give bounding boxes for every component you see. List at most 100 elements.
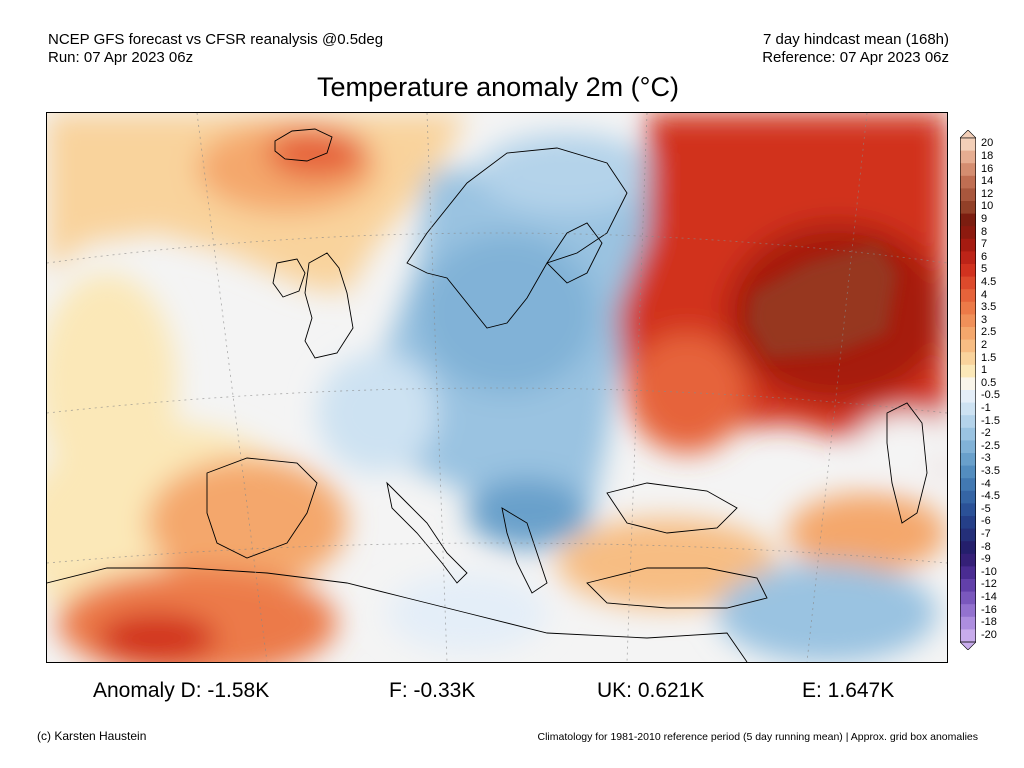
colorbar-swatch	[960, 465, 976, 479]
colorbar-label: -3	[981, 452, 991, 465]
anomaly-france: F: -0.33K	[389, 679, 476, 702]
colorbar-swatch	[960, 516, 976, 529]
footnote: Climatology for 1981-2010 reference peri…	[537, 731, 978, 743]
graticule-line	[426, 113, 448, 662]
colorbar-label: 12	[981, 187, 994, 200]
anomaly-map	[46, 112, 948, 663]
model-description: NCEP GFS forecast vs CFSR reanalysis @0.…	[48, 31, 384, 48]
anomaly-uk: UK: 0.621K	[597, 679, 705, 702]
colorbar-label: 4.5	[981, 275, 997, 288]
colorbar-label: -20	[981, 628, 997, 641]
colorbar-label: -5	[981, 502, 991, 515]
colorbar-swatch	[960, 616, 976, 630]
credit: (c) Karsten Haustein	[37, 729, 147, 743]
colorbar-swatch	[960, 201, 976, 214]
britain-coast	[304, 252, 354, 359]
graticule-line	[626, 113, 648, 662]
colorbar-label: 4	[981, 288, 988, 301]
colorbar-label: 20	[981, 137, 994, 150]
graticule-line	[196, 113, 268, 662]
colorbar-swatch	[960, 566, 976, 580]
regional-anomaly-stats: Anomaly D: -1.58K F: -0.33K UK: 0.621K E…	[0, 678, 1024, 708]
caspian-coast	[886, 402, 928, 524]
colorbar-swatch	[960, 415, 976, 429]
colorbar-swatch	[960, 440, 976, 454]
colorbar-label: -4	[981, 477, 991, 490]
colorbar-label: 1.5	[981, 351, 997, 364]
colorbar-label: 10	[981, 200, 994, 213]
colorbar-label: -16	[981, 603, 997, 616]
colorbar-swatch	[960, 289, 976, 303]
colorbar-label: 16	[981, 162, 994, 175]
finland-coast	[546, 222, 603, 284]
italy-coast	[386, 481, 468, 584]
scandinavia-cold-anomaly	[417, 233, 597, 393]
map-canvas	[47, 113, 947, 662]
colorbar-swatch	[960, 327, 976, 340]
header-right: 7 day hindcast mean (168h) Reference: 07…	[762, 31, 949, 67]
caucasus-warm-anomaly	[787, 493, 947, 573]
colorbar-swatch	[960, 629, 976, 643]
colorbar	[960, 130, 976, 650]
colorbar-label: 3	[981, 313, 988, 326]
iceland-core-anomaly	[267, 128, 367, 178]
colorbar-swatch	[960, 301, 976, 315]
scandinavia-coast	[406, 147, 628, 329]
colorbar-swatch	[960, 453, 976, 466]
colorbar-label: 8	[981, 225, 988, 238]
map-title: Temperature anomaly 2m (°C)	[317, 72, 679, 102]
colorbar-label: 18	[981, 149, 994, 162]
colorbar-label: -3.5	[981, 464, 1000, 477]
colorbar-swatch	[960, 264, 976, 277]
colorbar-label: -2	[981, 427, 991, 440]
colorbar-min-arrow	[960, 641, 976, 650]
colorbar-max-arrow	[960, 130, 976, 139]
colorbar-label: -8	[981, 540, 991, 553]
colorbar-label: -0.5	[981, 389, 1000, 402]
colorbar-label: -6	[981, 515, 991, 528]
colorbar-label: -18	[981, 616, 997, 629]
iberia-warm-anomaly	[147, 458, 347, 588]
graticule-line	[47, 542, 947, 564]
colorbar-label: 0.5	[981, 376, 997, 389]
hindcast-description: 7 day hindcast mean (168h)	[763, 31, 949, 48]
colorbar-label: -10	[981, 565, 997, 578]
colorbar-swatch	[960, 377, 976, 391]
barents-cold-anomaly	[477, 133, 657, 213]
colorbar-swatch	[960, 553, 976, 567]
iberia-coast	[206, 457, 318, 559]
colorbar-swatch	[960, 339, 976, 353]
colorbar-label: 9	[981, 212, 988, 225]
colorbar-label: -7	[981, 527, 991, 540]
sahara-warm-anomaly	[97, 613, 217, 662]
colorbar-label: 14	[981, 175, 994, 188]
colorbar-swatch	[960, 591, 976, 605]
run-time: Run: 07 Apr 2023 06z	[48, 49, 194, 66]
colorbar-swatch	[960, 541, 976, 555]
colorbar-swatch	[960, 390, 976, 403]
colorbar-swatch	[960, 226, 976, 240]
balkans-cold-anomaly	[467, 478, 587, 548]
graticule-line	[47, 387, 947, 414]
colorbar-swatch	[960, 276, 976, 290]
graticule-line	[806, 113, 868, 662]
colorbar-swatch	[960, 238, 976, 252]
colorbar-swatch	[960, 314, 976, 328]
westeurope-cool-anomaly	[317, 353, 437, 473]
blacksea-coast	[606, 482, 738, 534]
russia-extreme-anomaly	[747, 243, 897, 358]
middleeast-cold-anomaly	[717, 563, 937, 662]
anomaly-spain: E: 1.647K	[802, 679, 895, 702]
colorbar-swatch	[960, 251, 976, 265]
colorbar-label: -1.5	[981, 414, 1000, 427]
anomaly-germany: Anomaly D: -1.58K	[93, 679, 270, 702]
colorbar-label: 5	[981, 263, 988, 276]
colorbar-swatch	[960, 579, 976, 592]
colorbar-label: -1	[981, 401, 991, 414]
header-left: NCEP GFS forecast vs CFSR reanalysis @0.…	[48, 31, 383, 67]
turkey-warm-anomaly	[557, 518, 777, 608]
colorbar-swatch	[960, 138, 976, 151]
reference-time: Reference: 07 Apr 2023 06z	[762, 49, 949, 66]
colorbar-swatch	[960, 163, 976, 177]
colorbar-swatch	[960, 150, 976, 164]
